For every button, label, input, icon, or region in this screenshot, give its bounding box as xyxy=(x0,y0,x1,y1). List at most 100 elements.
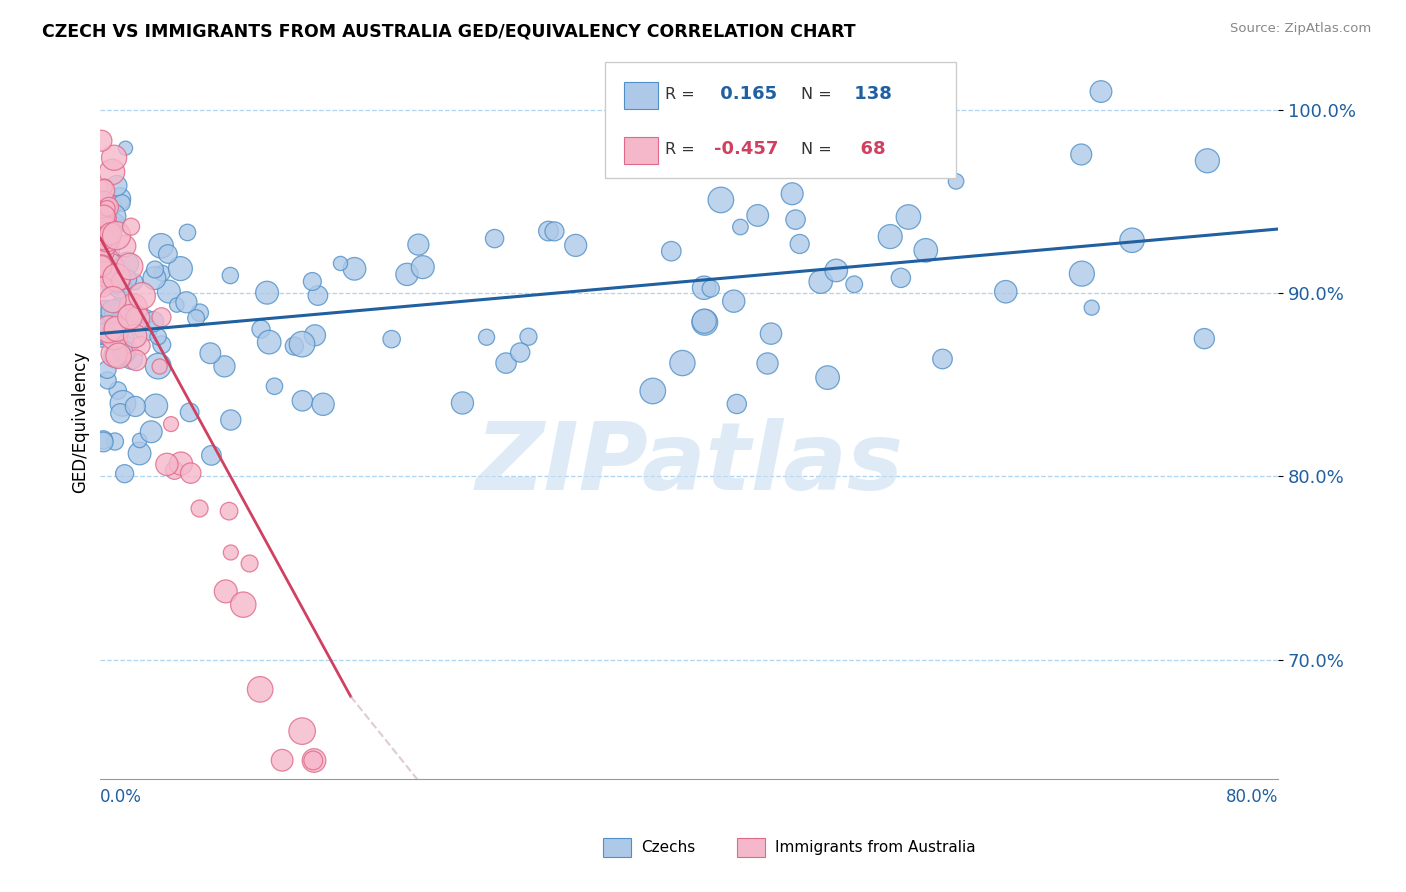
Point xyxy=(100,227,122,241)
Point xyxy=(96,202,118,216)
Point xyxy=(163,463,186,477)
Point xyxy=(94,272,117,286)
Point xyxy=(111,396,134,410)
Point xyxy=(91,228,114,243)
Point xyxy=(94,265,117,279)
Point xyxy=(263,379,285,393)
Point xyxy=(200,346,222,360)
Point xyxy=(659,244,682,259)
Point xyxy=(104,349,127,363)
Point xyxy=(91,211,114,226)
Text: Source: ZipAtlas.com: Source: ZipAtlas.com xyxy=(1230,22,1371,36)
Point xyxy=(143,262,166,277)
Point xyxy=(693,315,716,329)
Point xyxy=(150,266,173,280)
Point xyxy=(97,310,120,325)
Point xyxy=(219,268,242,283)
Point xyxy=(184,311,207,326)
Point xyxy=(810,275,832,289)
Point xyxy=(509,345,531,359)
Point xyxy=(94,214,117,228)
Point xyxy=(115,337,138,351)
Point xyxy=(124,275,146,289)
Point xyxy=(105,270,128,285)
Point xyxy=(107,349,129,363)
Text: N =: N = xyxy=(801,87,832,102)
Point xyxy=(146,329,169,343)
Point xyxy=(149,359,172,374)
Point xyxy=(475,330,498,344)
Point xyxy=(710,193,733,207)
Point xyxy=(564,238,586,252)
Point xyxy=(96,231,118,245)
Point xyxy=(115,257,138,271)
Point xyxy=(110,406,132,420)
Point xyxy=(150,310,173,325)
Point xyxy=(143,271,166,285)
Point xyxy=(91,321,114,335)
Text: Czechs: Czechs xyxy=(641,840,696,855)
Point xyxy=(114,297,136,311)
Point xyxy=(91,434,114,449)
Point xyxy=(219,413,242,427)
Point xyxy=(945,174,967,188)
Point xyxy=(114,141,136,155)
Point xyxy=(128,446,150,460)
Point xyxy=(641,384,664,398)
Point xyxy=(91,232,114,246)
Point xyxy=(931,351,953,366)
Point xyxy=(91,304,114,318)
Point xyxy=(93,179,115,194)
Point xyxy=(180,466,202,480)
Point xyxy=(121,351,143,366)
Text: N =: N = xyxy=(801,142,832,157)
Point xyxy=(103,347,125,361)
Text: 80.0%: 80.0% xyxy=(1226,788,1278,806)
Point xyxy=(725,397,748,411)
Point xyxy=(115,343,138,358)
Point xyxy=(90,259,112,273)
Point xyxy=(103,317,125,331)
Point xyxy=(118,310,141,324)
Point xyxy=(1121,233,1143,247)
Point xyxy=(1090,85,1112,99)
Point xyxy=(91,328,114,343)
Point xyxy=(96,220,118,235)
Point xyxy=(124,400,146,414)
Point xyxy=(101,165,124,179)
Point xyxy=(111,196,134,211)
Point xyxy=(693,314,716,328)
Point xyxy=(103,210,125,224)
Point xyxy=(734,129,756,144)
Point xyxy=(730,219,752,234)
Point xyxy=(451,396,474,410)
Point xyxy=(156,458,179,472)
Point xyxy=(723,294,745,309)
Point xyxy=(91,280,114,294)
Text: 0.165: 0.165 xyxy=(714,86,778,103)
Point xyxy=(146,359,169,373)
Point xyxy=(176,226,198,240)
Point xyxy=(97,198,120,212)
Point xyxy=(176,295,198,310)
Text: CZECH VS IMMIGRANTS FROM AUSTRALIA GED/EQUIVALENCY CORRELATION CHART: CZECH VS IMMIGRANTS FROM AUSTRALIA GED/E… xyxy=(42,22,856,40)
Point xyxy=(825,263,848,277)
Point xyxy=(150,337,173,351)
Point xyxy=(1070,147,1092,161)
Point xyxy=(96,228,118,243)
Point xyxy=(94,217,117,231)
Point xyxy=(1070,267,1092,281)
Point xyxy=(150,239,173,253)
Point xyxy=(114,332,136,346)
Point xyxy=(214,359,236,374)
Point xyxy=(105,178,128,193)
Point xyxy=(129,339,152,353)
Point xyxy=(101,293,124,307)
Point xyxy=(91,197,114,211)
Point xyxy=(495,356,517,370)
Point xyxy=(103,217,125,231)
Point xyxy=(215,584,238,599)
Point xyxy=(142,315,165,329)
Point xyxy=(395,268,418,282)
Point xyxy=(160,417,183,431)
